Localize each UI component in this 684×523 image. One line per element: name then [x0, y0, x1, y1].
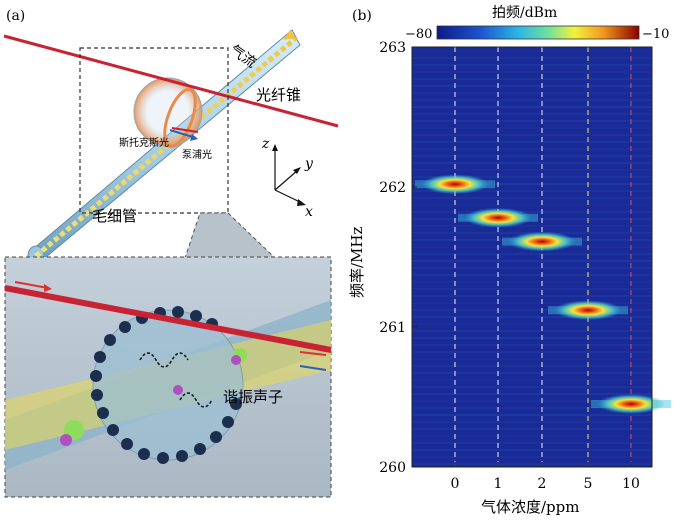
x-tick-label: 5: [584, 476, 593, 492]
colorbar-max-label: −10: [642, 27, 669, 42]
resonator-chain: [90, 306, 242, 464]
zoom-connector: [184, 212, 277, 259]
colorbar: 拍频/dBm −80 −10: [405, 5, 669, 42]
peak-10: [597, 394, 665, 414]
panel-b-label: (b): [352, 8, 372, 24]
x-tick-label: 2: [538, 476, 547, 492]
peak-0: [421, 174, 489, 195]
panel-b: (b) 拍频/dBm −80 −10 263 262 261 260 0 1 2 5 10 气…: [348, 5, 671, 516]
y-tick-label: 260: [379, 460, 406, 476]
label-fiber-taper: 光纤锥: [256, 86, 301, 104]
label-resonant-phonon: 谐振声子: [223, 388, 283, 406]
x-axis: 0 1 2 5 10: [451, 462, 640, 492]
y-tick-label: 261: [379, 320, 406, 336]
y-tick-label: 262: [379, 180, 406, 196]
noise-lines: [412, 50, 652, 465]
y-tick-label: 263: [379, 40, 406, 56]
x-axis-title: 气体浓度/ppm: [481, 498, 579, 516]
zoom-box: [79, 47, 229, 214]
fiber-taper: [3, 34, 339, 128]
x-tick-label: 1: [494, 476, 503, 492]
zoom-inset: [4, 256, 332, 498]
peak-2: [508, 231, 576, 252]
fiber-taper-zoom: [4, 285, 332, 353]
x-tick-label: 0: [451, 476, 460, 492]
y-axis: 263 262 261 260: [379, 40, 417, 476]
panel-a-label: (a): [6, 8, 25, 24]
axis-z-label: z: [261, 136, 270, 152]
panel-a: (a) 气流 光纤锥 斯托克斯光 泵浦光 毛细管: [3, 8, 339, 498]
peak-1: [464, 207, 532, 228]
colorbar-scale: [436, 25, 640, 40]
label-stokes: 斯托克斯光: [119, 136, 169, 149]
axis-y-label: y: [304, 156, 314, 172]
label-capillary: 毛细管: [92, 207, 137, 225]
axis-x-label: x: [305, 204, 313, 220]
guide-lines: [454, 47, 632, 467]
x-tick-label: 10: [622, 476, 640, 492]
label-pump: 泵浦光: [182, 148, 212, 161]
colorbar-min-label: −80: [405, 27, 432, 42]
colorbar-title: 拍频/dBm: [492, 5, 557, 21]
y-axis-title: 频率/MHz: [348, 227, 366, 298]
coordinate-axes: [272, 144, 306, 206]
heatmap-plot: [411, 46, 671, 468]
bubble-resonator: [133, 77, 203, 148]
peaks: [415, 174, 671, 414]
peak-5: [554, 300, 622, 321]
